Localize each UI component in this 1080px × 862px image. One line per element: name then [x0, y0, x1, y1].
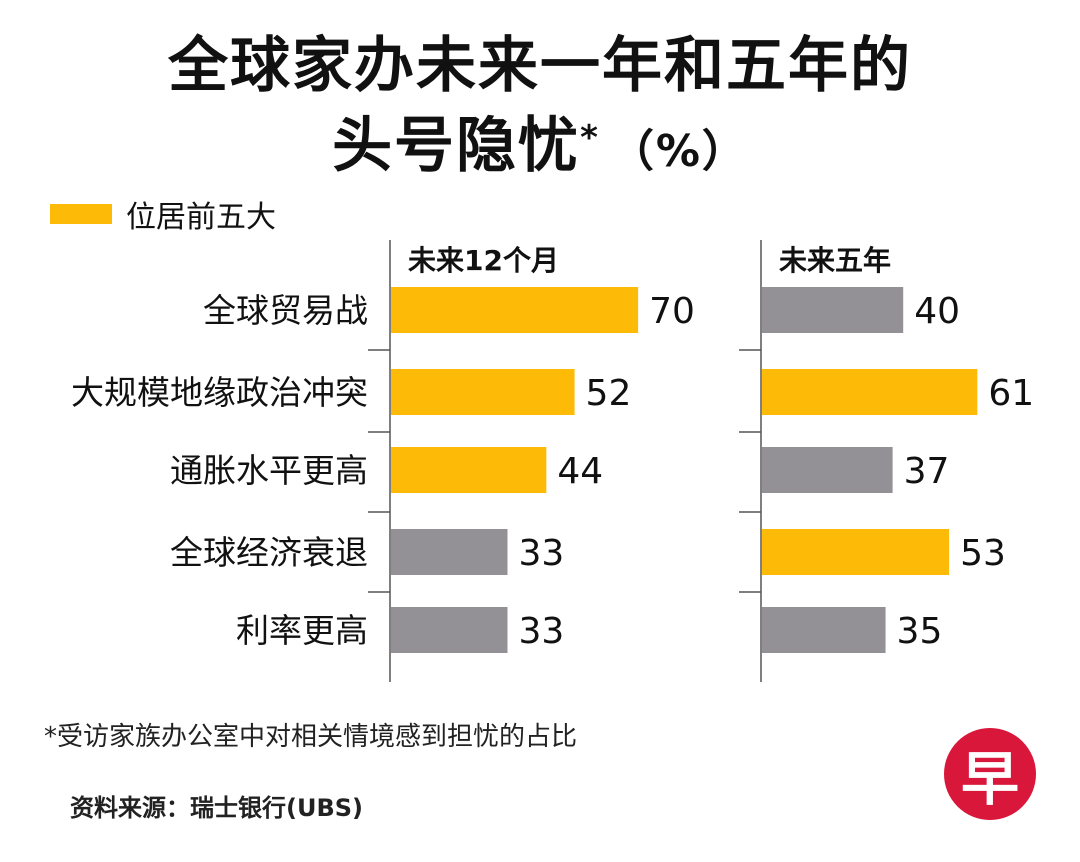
category-label: 全球贸易战	[203, 291, 368, 330]
bar	[762, 529, 950, 575]
source-note: 资料来源：瑞士银行(UBS)	[70, 794, 364, 822]
bar	[762, 287, 904, 333]
data-label: 35	[897, 611, 943, 652]
chart-unit-label: （%）	[609, 126, 748, 177]
data-label: 44	[557, 451, 603, 492]
category-label: 大规模地缘政治冲突	[71, 373, 368, 412]
data-label: 52	[586, 373, 632, 414]
bar	[391, 447, 547, 493]
footnote: *受访家族办公室中对相关情境感到担忧的占比	[44, 722, 578, 752]
data-label: 40	[914, 291, 960, 332]
chart-title-line2: 头号隐忧* （%）	[0, 110, 1080, 188]
chart-title-line1: 全球家办未来一年和五年的	[168, 31, 912, 101]
bar	[391, 529, 508, 575]
data-label: 70	[649, 291, 695, 332]
chart-title-main: 头号隐忧	[332, 111, 581, 181]
bar	[391, 607, 508, 653]
publisher-logo: 早	[944, 728, 1036, 820]
legend: 位居前五大	[50, 196, 276, 235]
footnote-marker: *	[580, 118, 600, 158]
data-label: 61	[988, 373, 1034, 414]
panel-header: 未来12个月	[408, 244, 559, 277]
legend-swatch-top5	[50, 204, 112, 224]
data-label: 33	[518, 611, 564, 652]
data-label: 33	[518, 533, 564, 574]
panel-header: 未来五年	[779, 244, 891, 277]
data-label: 37	[904, 451, 950, 492]
category-label: 全球经济衰退	[170, 533, 368, 572]
bar	[762, 369, 978, 415]
bar	[391, 287, 639, 333]
category-label: 通胀水平更高	[170, 451, 368, 490]
bar	[391, 369, 575, 415]
bar	[762, 607, 886, 653]
legend-label: 位居前五大	[126, 200, 276, 235]
category-label: 利率更高	[236, 611, 368, 650]
bar	[762, 447, 893, 493]
data-label: 53	[960, 533, 1006, 574]
